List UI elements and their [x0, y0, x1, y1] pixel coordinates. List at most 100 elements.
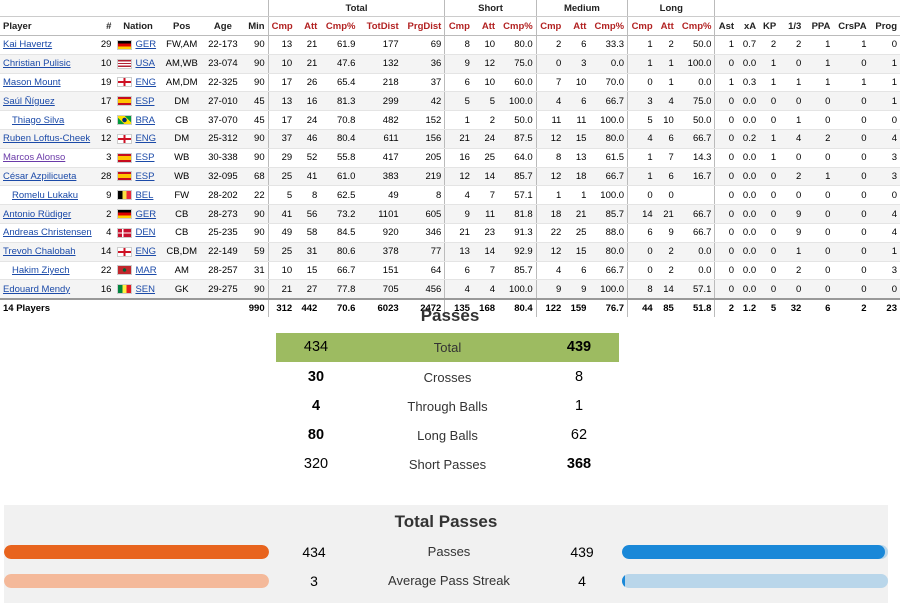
column-header[interactable]: Cmp%	[498, 16, 537, 36]
player-link[interactable]: Saúl Ñíguez	[3, 95, 55, 107]
column-header[interactable]: KP	[759, 16, 780, 36]
stat-cell: 0	[869, 279, 900, 300]
stat-cell: 36	[401, 54, 445, 74]
nation-link[interactable]: BEL	[135, 189, 154, 201]
stat-cell: 92.9	[498, 242, 537, 262]
nation-link[interactable]: MAR	[135, 264, 157, 276]
flag-icon	[117, 227, 133, 238]
column-header[interactable]: PrgDist	[401, 16, 445, 36]
minutes: 90	[243, 204, 269, 224]
age: 29-275	[201, 279, 244, 300]
player-link[interactable]: César Azpilicueta	[3, 170, 77, 182]
stat-cell: 5	[472, 91, 499, 112]
column-header[interactable]: Cmp	[627, 16, 656, 36]
stat-cell: 77	[401, 242, 445, 262]
column-header[interactable]: Cmp	[535, 16, 565, 36]
player-link[interactable]: Ruben Loftus-Cheek	[3, 133, 91, 145]
column-header[interactable]: Att	[655, 16, 677, 36]
player-link[interactable]: Christian Pulisic	[3, 58, 71, 70]
column-header[interactable]: Prog	[869, 16, 900, 36]
total-passes-label: Average Pass Streak	[388, 573, 510, 588]
column-header[interactable]: Att	[472, 16, 499, 36]
passes-row: 434 Total 439	[276, 333, 619, 362]
footer-stat-cell: 2	[714, 298, 738, 318]
shirt-number: 12	[97, 129, 115, 149]
column-header[interactable]: Cmp	[267, 16, 296, 36]
nation-link[interactable]: ENG	[135, 246, 157, 258]
total-passes-label: Passes	[427, 544, 471, 559]
stat-cell: 0	[804, 279, 834, 300]
column-header[interactable]: Att	[295, 16, 321, 36]
column-header[interactable]: xA	[737, 16, 760, 36]
table-row: Christian Pulisic 10 USA AM,WB 23-074 90 10 21 4…	[0, 54, 900, 74]
column-header[interactable]: 1/3	[779, 16, 805, 36]
column-header[interactable]: Cmp%	[676, 16, 715, 36]
column-header[interactable]: Ast	[714, 16, 738, 36]
stat-cell: 6	[655, 167, 677, 187]
nation-link[interactable]: GER	[135, 39, 157, 51]
flag-icon	[117, 58, 133, 69]
column-header[interactable]: #	[97, 16, 115, 36]
stat-cell: 1	[759, 129, 780, 149]
stat-cell: 41	[295, 167, 321, 187]
age: 25-312	[201, 129, 244, 149]
column-header[interactable]: Min	[243, 16, 269, 36]
nation-link[interactable]: ESP	[135, 170, 155, 182]
position: DM	[161, 91, 202, 112]
stat-cell: 1	[869, 91, 900, 112]
nation-link[interactable]: SEN	[135, 283, 156, 295]
player-link[interactable]: Trevoh Chalobah	[3, 246, 76, 258]
player-link[interactable]: Antonio Rüdiger	[3, 208, 72, 220]
stat-cell: 4	[535, 91, 565, 112]
player-link[interactable]: Andreas Christensen	[3, 227, 92, 239]
stat-cell: 4	[869, 204, 900, 224]
stat-cell: 64	[401, 261, 445, 281]
table-row: Thiago Silva 6 BRA CB 37-070 45 17 24 70.8 482 152…	[0, 110, 900, 130]
stat-cell: 10	[472, 73, 499, 93]
nation-link[interactable]: DEN	[135, 227, 156, 239]
stat-cell: 1	[564, 185, 590, 206]
player-link[interactable]: Thiago Silva	[12, 114, 65, 126]
player-link[interactable]: Marcos Alonso	[3, 152, 66, 164]
column-header[interactable]: PPA	[804, 16, 834, 36]
nation-link[interactable]: ENG	[135, 133, 157, 145]
stat-cell: 37	[267, 129, 296, 149]
stat-cell: 27	[295, 279, 321, 300]
total-passes-title: Total Passes	[394, 512, 498, 531]
column-header[interactable]: Pos	[161, 16, 202, 36]
column-header[interactable]: Att	[564, 16, 590, 36]
flag-icon	[117, 96, 133, 107]
footer-stat-cell: 32	[779, 298, 805, 318]
stat-cell: 6	[627, 223, 656, 243]
player-link[interactable]: Hakim Ziyech	[12, 264, 70, 276]
group-header-long: Long	[627, 0, 715, 17]
column-header[interactable]: Age	[201, 16, 244, 36]
column-header[interactable]: Player	[0, 16, 98, 36]
column-header[interactable]: Cmp	[444, 16, 473, 36]
nation-link[interactable]: BRA	[135, 114, 156, 126]
player-link[interactable]: Mason Mount	[3, 76, 61, 88]
player-link[interactable]: Kai Havertz	[3, 39, 53, 51]
stat-cell	[676, 185, 715, 206]
nation-link[interactable]: USA	[135, 58, 156, 70]
player-link[interactable]: Romelu Lukaku	[12, 189, 79, 201]
column-header[interactable]: TotDist	[358, 16, 402, 36]
nation-link[interactable]: ESP	[135, 95, 155, 107]
stat-cell: 1101	[358, 204, 402, 224]
column-header[interactable]: Cmp%	[320, 16, 359, 36]
player-link[interactable]: Edouard Mendy	[3, 283, 71, 295]
footer-stat-cell: 23	[869, 298, 900, 318]
table-row: Kai Havertz 29 GER FW,AM 22-173 90 13 21 61.9 177…	[0, 35, 900, 55]
nation-link[interactable]: ENG	[135, 76, 157, 88]
column-header[interactable]: Nation	[114, 16, 162, 36]
stat-cell: 2	[779, 167, 805, 187]
nation-link[interactable]: ESP	[135, 152, 155, 164]
stat-cell: 69	[401, 35, 445, 55]
shirt-number: 4	[97, 223, 115, 243]
stat-cell: 33.3	[589, 35, 628, 55]
column-header[interactable]: CrsPA	[833, 16, 870, 36]
column-header[interactable]: Cmp%	[589, 16, 628, 36]
nation-link[interactable]: GER	[135, 208, 157, 220]
stat-cell: 85.7	[498, 167, 537, 187]
stat-cell: 25	[472, 148, 499, 168]
